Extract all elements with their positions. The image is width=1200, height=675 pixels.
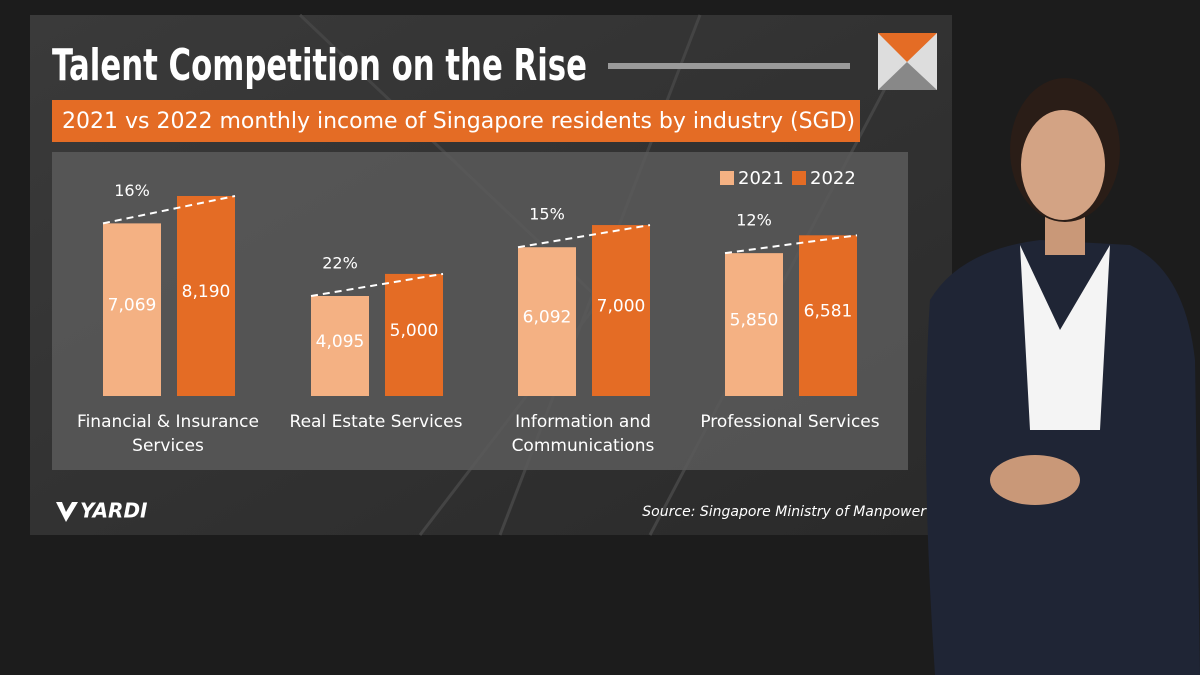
slide-title: Talent Competition on the Rise (52, 40, 587, 91)
value-label: 5,000 (390, 321, 439, 341)
value-label: 4,095 (316, 332, 365, 352)
bar (311, 296, 369, 396)
value-label: 6,581 (804, 302, 853, 322)
source: Source: Singapore Ministry of Manpower (642, 504, 927, 520)
brand-logo (56, 502, 78, 522)
legend-label: 2021 (738, 168, 784, 189)
growth-label: 22% (322, 254, 358, 273)
growth-line (102, 195, 236, 225)
bar (518, 247, 576, 396)
bar (103, 223, 161, 396)
legend-swatch (792, 171, 806, 185)
growth-label: 12% (736, 211, 772, 230)
brand: YARDI (80, 499, 148, 523)
value-label: 5,850 (730, 311, 779, 331)
growth-label: 16% (114, 181, 150, 200)
category-label: Professional Services (700, 412, 880, 432)
value-label: 8,190 (182, 282, 231, 302)
bar (385, 273, 443, 396)
category-label: Real Estate Services (289, 412, 463, 432)
category-label: Information and Communications (511, 412, 655, 456)
corner-logo (878, 33, 937, 90)
value-label: 7,000 (597, 297, 646, 317)
chart-subtitle: 2021 vs 2022 monthly income of Singapore… (62, 109, 855, 134)
growth-line (310, 272, 444, 297)
bar (592, 225, 650, 396)
bar (177, 196, 235, 396)
value-label: 6,092 (523, 308, 572, 328)
growth-line (517, 224, 651, 249)
legend-label: 2022 (810, 168, 856, 189)
legend-swatch (720, 171, 734, 185)
growth-label: 15% (529, 205, 565, 224)
bar (799, 235, 857, 396)
value-label: 7,069 (108, 296, 157, 316)
title-rule (608, 63, 850, 69)
subtitle-bar (52, 100, 860, 142)
growth-line (724, 234, 858, 255)
presenter (926, 78, 1200, 675)
category-label: Financial & Insurance Services (77, 412, 259, 456)
bar (725, 253, 783, 396)
